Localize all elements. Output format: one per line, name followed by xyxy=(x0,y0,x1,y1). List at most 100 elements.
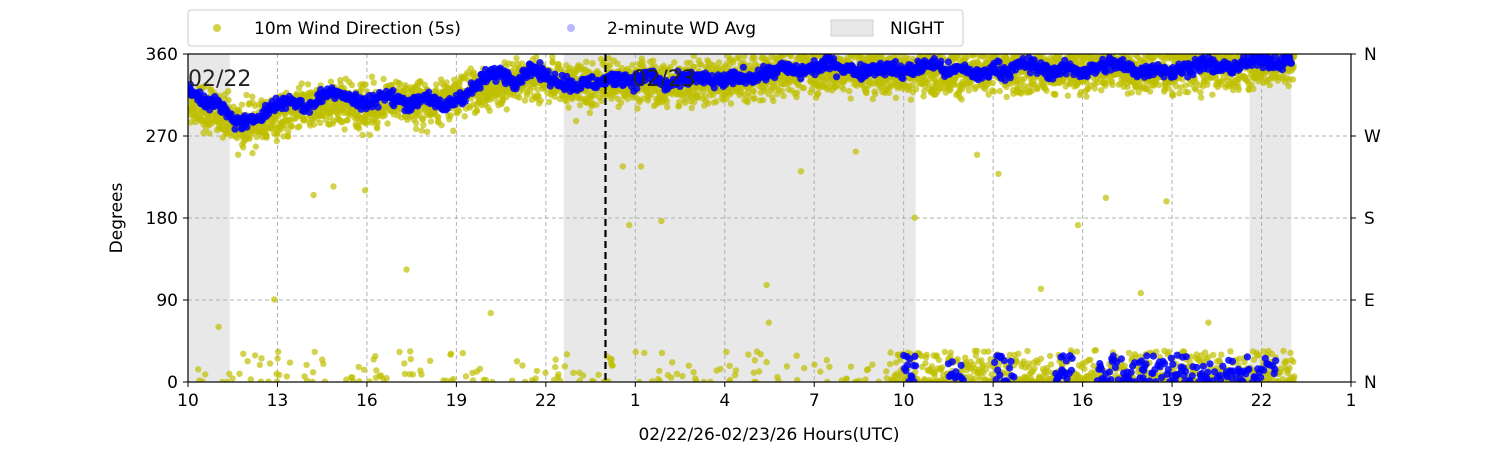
wind-point-2316 xyxy=(763,281,770,289)
wind-point-2985 xyxy=(920,93,927,100)
wind-point-3842 xyxy=(1081,365,1088,372)
wind-point-1439 xyxy=(545,98,553,106)
wind-point-1426 xyxy=(542,369,549,376)
wind-point-4068 xyxy=(1124,83,1131,91)
wind-point-548 xyxy=(321,378,329,382)
wind-point-3687 xyxy=(1051,90,1059,98)
wind-point-1113 xyxy=(462,373,470,380)
wind-point-4522 xyxy=(1209,91,1216,98)
wind-point-954 xyxy=(424,128,431,135)
wind-point-1100 xyxy=(459,349,466,357)
wind-point-3431 xyxy=(1003,93,1010,101)
wind-point-1294 xyxy=(509,377,516,382)
wind-point-326 xyxy=(266,360,274,367)
wind-point-945 xyxy=(419,116,427,123)
wind-point-3659 xyxy=(1046,352,1054,360)
wind-point-351 xyxy=(273,137,280,145)
wind-point-655 xyxy=(348,81,356,89)
wind-point-241 xyxy=(246,135,253,142)
wind-point-615 xyxy=(338,119,345,126)
wind-point-1310 xyxy=(513,55,520,62)
wind-point-760 xyxy=(373,123,381,130)
wind-point-4056 xyxy=(1121,362,1128,369)
wind-point-4454 xyxy=(1197,89,1204,96)
wind-point-69 xyxy=(202,371,209,378)
wind-point-1599 xyxy=(584,87,592,94)
wind-point-4145 xyxy=(1137,289,1145,297)
wind-point-40 xyxy=(195,366,202,373)
wind-point-707 xyxy=(361,187,369,194)
wind-point-1932 xyxy=(667,63,674,71)
wind-point-1345 xyxy=(521,378,529,382)
wind-point-1992 xyxy=(682,99,689,107)
wind-point-2285 xyxy=(755,368,763,375)
wind-point-2937 xyxy=(911,214,918,221)
wind-point-2258 xyxy=(750,87,757,95)
wind-point-408 xyxy=(286,359,294,366)
wind-point-4293 xyxy=(1165,348,1172,356)
wind-point-2711 xyxy=(863,89,870,97)
wind-point-638 xyxy=(344,116,351,124)
wind-point-4624 xyxy=(1227,348,1234,355)
wind-point-498 xyxy=(310,121,318,128)
wind-point-2462 xyxy=(800,84,807,92)
wind-point-3537 xyxy=(1024,347,1031,355)
wind-point-3026 xyxy=(928,363,936,370)
wind-point-2939 xyxy=(912,85,920,93)
wind-point-1943 xyxy=(671,59,678,66)
wind-point-1825 xyxy=(641,349,648,357)
wind-point-1957 xyxy=(673,370,681,378)
wind-point-156 xyxy=(225,88,232,95)
wind-point-694 xyxy=(359,131,366,139)
wind-point-681 xyxy=(356,125,363,132)
wind-point-263 xyxy=(252,143,259,150)
wind-point-358 xyxy=(274,355,281,362)
wind-point-680 xyxy=(355,363,362,371)
wind-point-1680 xyxy=(605,378,612,382)
wind-point-938 xyxy=(418,127,425,134)
wind-point-479 xyxy=(304,81,312,88)
wind-point-446 xyxy=(296,123,303,130)
wind-point-1467 xyxy=(552,356,559,363)
wind-point-1626 xyxy=(593,101,600,109)
wind-point-311 xyxy=(263,131,270,138)
wind-point-2503 xyxy=(811,361,818,368)
wind-point-3575 xyxy=(1031,365,1038,372)
wind-point-4346 xyxy=(1176,90,1183,97)
wind-point-996 xyxy=(433,81,440,88)
wind-point-1141 xyxy=(469,377,477,382)
wind-point-4962 xyxy=(1291,373,1298,380)
wind-point-3958 xyxy=(1102,194,1110,201)
wind-point-1464 xyxy=(552,363,559,371)
wind-point-3665 xyxy=(1047,361,1055,368)
wind-point-160 xyxy=(225,97,232,104)
wind-point-2125 xyxy=(715,59,723,66)
wind-point-1333 xyxy=(519,60,526,67)
wind-point-4671 xyxy=(1235,86,1242,94)
wind-point-2667 xyxy=(852,148,859,155)
wind-point-256 xyxy=(249,149,256,157)
wind-point-3389 xyxy=(996,87,1004,95)
wind-point-163 xyxy=(226,370,233,377)
wind-point-2128 xyxy=(717,365,724,373)
wind-point-3253 xyxy=(971,375,978,382)
wind-point-120 xyxy=(215,323,222,331)
wind-point-475 xyxy=(304,377,311,382)
wind-point-4903 xyxy=(1280,347,1287,355)
wind-point-227 xyxy=(243,91,250,99)
wind-point-1320 xyxy=(516,94,523,101)
wind-point-2432 xyxy=(793,93,800,101)
wind-point-4192 xyxy=(1146,88,1154,95)
wind-point-507 xyxy=(311,348,318,356)
wind-point-724 xyxy=(366,378,373,382)
wind-point-2642 xyxy=(846,87,853,95)
wind-point-2034 xyxy=(693,378,700,382)
wind-point-2992 xyxy=(922,360,929,367)
wind-point-1519 xyxy=(565,104,572,111)
wind-point-1695 xyxy=(608,356,615,363)
wind-point-4282 xyxy=(1163,198,1170,205)
wind-point-4502 xyxy=(1205,319,1212,326)
wind-point-2645 xyxy=(847,95,854,102)
wind-point-4573 xyxy=(1218,351,1225,358)
wind-point-414 xyxy=(288,122,295,130)
